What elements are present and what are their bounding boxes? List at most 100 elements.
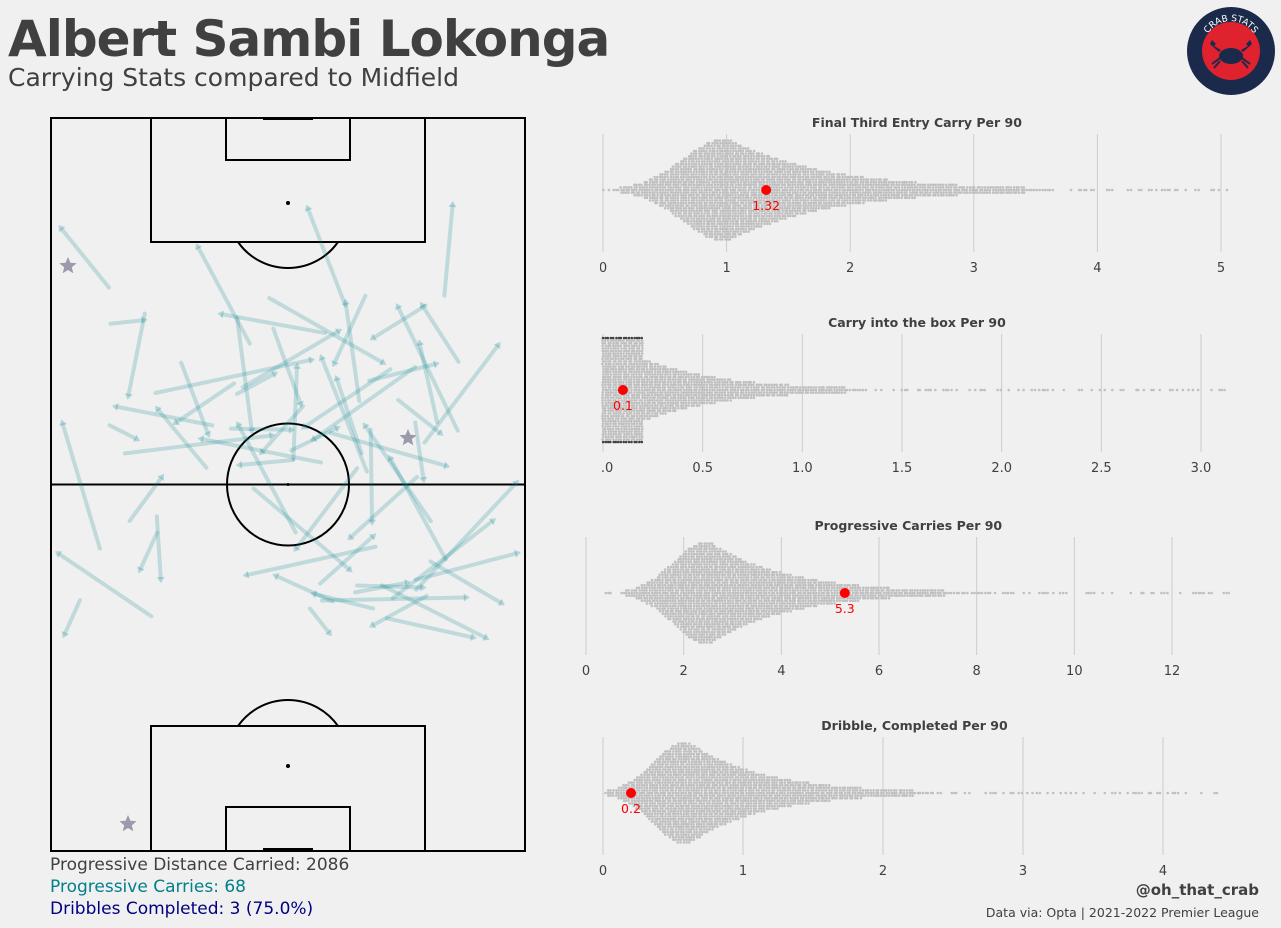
carry-arrow — [61, 423, 102, 551]
carry-arrow-head — [61, 631, 69, 639]
carry-arrow-head — [324, 628, 332, 637]
player-value-label: 0.2 — [621, 801, 641, 816]
carry-arrow-head — [404, 579, 411, 587]
carry-arrow-head — [310, 434, 318, 442]
tick-label: 1.0 — [792, 461, 813, 476]
carry-arrow-head — [497, 598, 505, 606]
swarm-chart-1: Final Third Entry Carry Per 90 0 1 2 3 4 5 1.32 — [600, 115, 1229, 276]
tick-label: 2 — [879, 864, 887, 879]
crab-icon — [1210, 40, 1252, 69]
carry-arrow-head — [308, 356, 316, 365]
carry-arrow-head — [242, 570, 250, 579]
carry-arrow-head — [132, 434, 141, 442]
carry-arrow-head — [436, 428, 444, 436]
tick-label: 4 — [777, 664, 785, 679]
carry-arrow-head — [137, 566, 145, 574]
carry-arrow-head — [379, 358, 387, 366]
carry-arrow-head — [387, 454, 395, 462]
carry-arrow — [442, 205, 455, 298]
carry-arrow — [335, 378, 364, 456]
carry-arrow — [303, 367, 393, 428]
carry-arrow — [314, 592, 376, 611]
carry-arrow — [318, 535, 374, 586]
player-marker — [626, 788, 636, 798]
tick-label: 0 — [599, 864, 607, 879]
carry-arrow — [355, 583, 423, 590]
carry-arrow-head — [362, 422, 370, 430]
player-marker — [839, 588, 850, 598]
carry-arrow — [422, 344, 499, 445]
carry-arrow-head — [155, 405, 162, 414]
carry-arrow-head — [55, 551, 63, 558]
carry-arrow — [384, 616, 473, 639]
player-marker — [617, 385, 628, 395]
carry-arrow-head — [269, 431, 276, 440]
tick-label: 4 — [1159, 864, 1167, 879]
carry-arrow-head — [141, 316, 148, 325]
carry-arrow-head — [197, 435, 205, 444]
swarm-title: Dribble, Completed Per 90 — [821, 718, 1008, 733]
carry-arrow-head — [368, 533, 377, 541]
carry-arrow — [228, 426, 291, 432]
swarm-dots — [604, 742, 1219, 844]
player-value-label: 5.3 — [835, 601, 855, 616]
carry-arrow-head — [463, 593, 470, 602]
carry-arrow — [320, 357, 369, 474]
swarm-dots — [602, 139, 1229, 241]
carry-arrow — [396, 306, 460, 433]
tick-label: 4 — [1093, 261, 1101, 276]
tick-label: 12 — [1164, 664, 1181, 679]
carry-arrow — [313, 364, 418, 441]
carry-arrow-head — [470, 633, 477, 641]
carry-arrow — [154, 514, 163, 580]
carry-arrow — [389, 457, 448, 562]
carry-arrow — [372, 593, 429, 627]
carry-arrow-head — [247, 428, 256, 435]
page-title: Albert Sambi Lokonga — [8, 10, 610, 68]
carry-arrow — [240, 330, 339, 390]
carry-arrow-head — [124, 393, 133, 400]
carry-arrow-head — [288, 425, 295, 434]
pitch-carries-map — [50, 117, 526, 852]
carry-arrow — [237, 424, 298, 535]
carry-arrow-head — [448, 201, 457, 208]
carry-arrow — [379, 583, 487, 639]
carry-arrow — [175, 381, 237, 424]
carry-arrow — [126, 311, 147, 396]
carry-arrow-head — [157, 473, 165, 482]
progressive-carries-stat: Progressive Carries: 68 — [50, 877, 246, 897]
tick-label: 3 — [1019, 864, 1027, 879]
carry-arrow-head — [488, 518, 496, 526]
carry-arrow — [138, 530, 160, 570]
carry-arrow — [418, 343, 440, 424]
carry-arrow — [295, 466, 360, 550]
carry-arrow-head — [304, 204, 313, 212]
dribble-stars — [59, 257, 417, 832]
carry-arrow-head — [443, 461, 451, 470]
tick-label: 1.5 — [892, 461, 913, 476]
carry-arrow — [396, 397, 441, 435]
carry-arrow — [251, 486, 351, 571]
carry-arrow-head — [235, 460, 243, 469]
carry-arrow-head — [419, 476, 428, 484]
carry-arrow-head — [293, 544, 301, 552]
carry-arrow-head — [300, 422, 309, 430]
swarm-title: Carry into the box Per 90 — [828, 315, 1006, 330]
carry-arrow — [413, 551, 517, 582]
carry-arrows — [55, 201, 521, 641]
tick-label: 1 — [722, 261, 730, 276]
carry-arrow — [414, 482, 517, 592]
swarm-title: Final Third Entry Carry Per 90 — [812, 115, 1022, 130]
carry-arrow-head — [259, 448, 267, 456]
carry-arrow — [333, 293, 368, 364]
carry-arrow — [115, 405, 215, 428]
carry-arrow-head — [235, 421, 243, 429]
carry-arrow — [372, 303, 428, 340]
author-handle: @oh_that_crab — [1135, 881, 1259, 899]
carry-arrow — [58, 552, 154, 619]
carry-arrow-head — [292, 362, 301, 369]
swarm-chart-4: Dribble, Completed Per 90 0 1 2 3 4 0.2 — [599, 718, 1219, 879]
carry-arrow — [107, 423, 137, 441]
tick-label: 0.0 — [600, 461, 613, 476]
carry-arrow-head — [420, 583, 427, 592]
